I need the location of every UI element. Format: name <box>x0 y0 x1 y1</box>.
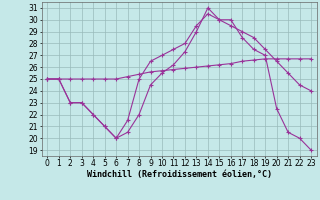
X-axis label: Windchill (Refroidissement éolien,°C): Windchill (Refroidissement éolien,°C) <box>87 170 272 179</box>
